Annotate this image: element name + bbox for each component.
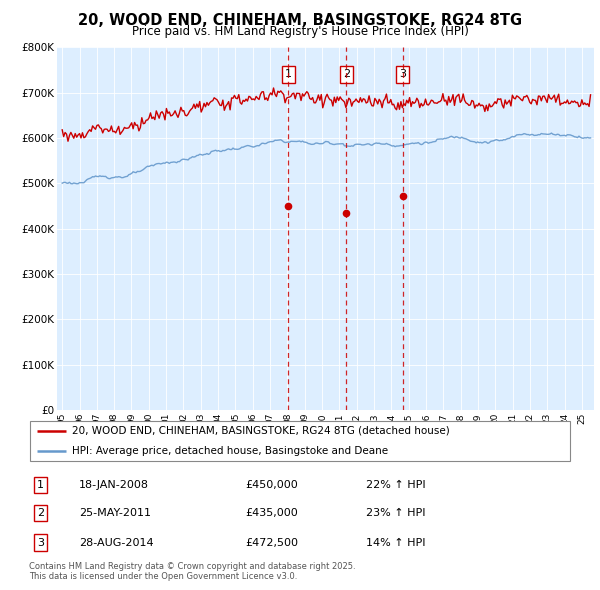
Text: £450,000: £450,000 [245,480,298,490]
Text: 20, WOOD END, CHINEHAM, BASINGSTOKE, RG24 8TG: 20, WOOD END, CHINEHAM, BASINGSTOKE, RG2… [78,13,522,28]
Text: £435,000: £435,000 [245,509,298,518]
Text: 2: 2 [37,509,44,518]
Text: 20, WOOD END, CHINEHAM, BASINGSTOKE, RG24 8TG (detached house): 20, WOOD END, CHINEHAM, BASINGSTOKE, RG2… [72,426,449,436]
Text: 1: 1 [284,70,292,80]
Text: 28-AUG-2014: 28-AUG-2014 [79,537,154,548]
Text: 23% ↑ HPI: 23% ↑ HPI [365,509,425,518]
Text: 22% ↑ HPI: 22% ↑ HPI [365,480,425,490]
FancyBboxPatch shape [30,421,570,461]
Text: 14% ↑ HPI: 14% ↑ HPI [365,537,425,548]
Text: 3: 3 [399,70,406,80]
Text: Contains HM Land Registry data © Crown copyright and database right 2025.
This d: Contains HM Land Registry data © Crown c… [29,562,355,581]
Text: 3: 3 [37,537,44,548]
Text: 2: 2 [343,70,350,80]
Text: 25-MAY-2011: 25-MAY-2011 [79,509,151,518]
Text: 18-JAN-2008: 18-JAN-2008 [79,480,149,490]
Text: 1: 1 [37,480,44,490]
Text: Price paid vs. HM Land Registry's House Price Index (HPI): Price paid vs. HM Land Registry's House … [131,25,469,38]
Text: £472,500: £472,500 [245,537,298,548]
Text: HPI: Average price, detached house, Basingstoke and Deane: HPI: Average price, detached house, Basi… [72,446,388,456]
